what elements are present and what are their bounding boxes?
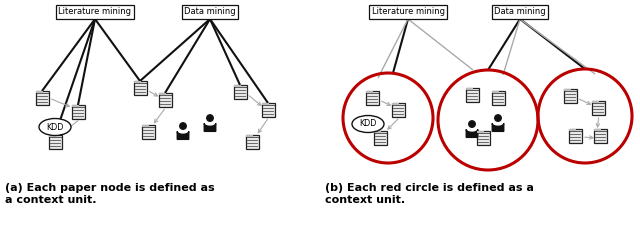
Text: KDD: KDD	[46, 122, 64, 131]
FancyBboxPatch shape	[246, 135, 253, 137]
FancyBboxPatch shape	[492, 91, 504, 105]
FancyBboxPatch shape	[568, 129, 582, 143]
Ellipse shape	[352, 115, 384, 132]
Polygon shape	[177, 131, 189, 139]
Text: Literature mining: Literature mining	[371, 8, 445, 17]
FancyBboxPatch shape	[392, 102, 399, 105]
FancyBboxPatch shape	[374, 131, 381, 133]
Ellipse shape	[39, 118, 71, 135]
FancyBboxPatch shape	[591, 101, 598, 103]
FancyBboxPatch shape	[234, 84, 241, 87]
FancyBboxPatch shape	[246, 135, 259, 149]
Polygon shape	[492, 123, 504, 131]
FancyBboxPatch shape	[492, 91, 499, 93]
FancyBboxPatch shape	[72, 105, 79, 107]
FancyBboxPatch shape	[593, 129, 601, 131]
FancyBboxPatch shape	[563, 88, 577, 103]
Text: (a) Each paper node is defined as
a context unit.: (a) Each paper node is defined as a cont…	[5, 183, 214, 205]
Text: KDD: KDD	[359, 119, 377, 128]
FancyBboxPatch shape	[477, 131, 484, 133]
FancyBboxPatch shape	[49, 135, 61, 149]
FancyBboxPatch shape	[159, 93, 172, 107]
FancyBboxPatch shape	[134, 80, 147, 96]
FancyBboxPatch shape	[465, 88, 473, 90]
FancyBboxPatch shape	[465, 88, 479, 102]
FancyBboxPatch shape	[365, 91, 372, 93]
Text: Literature mining: Literature mining	[58, 8, 131, 17]
FancyBboxPatch shape	[234, 84, 246, 100]
FancyBboxPatch shape	[141, 125, 154, 139]
FancyBboxPatch shape	[49, 135, 56, 137]
FancyBboxPatch shape	[72, 105, 84, 119]
FancyBboxPatch shape	[477, 131, 490, 145]
Circle shape	[495, 115, 501, 121]
FancyBboxPatch shape	[568, 129, 575, 131]
FancyBboxPatch shape	[262, 102, 269, 105]
FancyBboxPatch shape	[365, 91, 378, 105]
FancyBboxPatch shape	[134, 80, 141, 83]
FancyBboxPatch shape	[262, 102, 275, 118]
Text: Data mining: Data mining	[184, 8, 236, 17]
Polygon shape	[204, 123, 216, 131]
FancyBboxPatch shape	[392, 102, 404, 118]
Circle shape	[468, 121, 476, 127]
FancyBboxPatch shape	[141, 125, 148, 127]
Circle shape	[180, 123, 186, 129]
FancyBboxPatch shape	[374, 131, 387, 145]
FancyBboxPatch shape	[35, 91, 43, 93]
Text: (b) Each red circle is defined as a
context unit.: (b) Each red circle is defined as a cont…	[325, 183, 534, 205]
FancyBboxPatch shape	[591, 101, 605, 115]
Polygon shape	[466, 129, 477, 137]
FancyBboxPatch shape	[35, 91, 49, 105]
FancyBboxPatch shape	[593, 129, 607, 143]
Circle shape	[207, 115, 213, 121]
Text: Data mining: Data mining	[494, 8, 546, 17]
FancyBboxPatch shape	[159, 93, 166, 95]
FancyBboxPatch shape	[563, 88, 571, 91]
